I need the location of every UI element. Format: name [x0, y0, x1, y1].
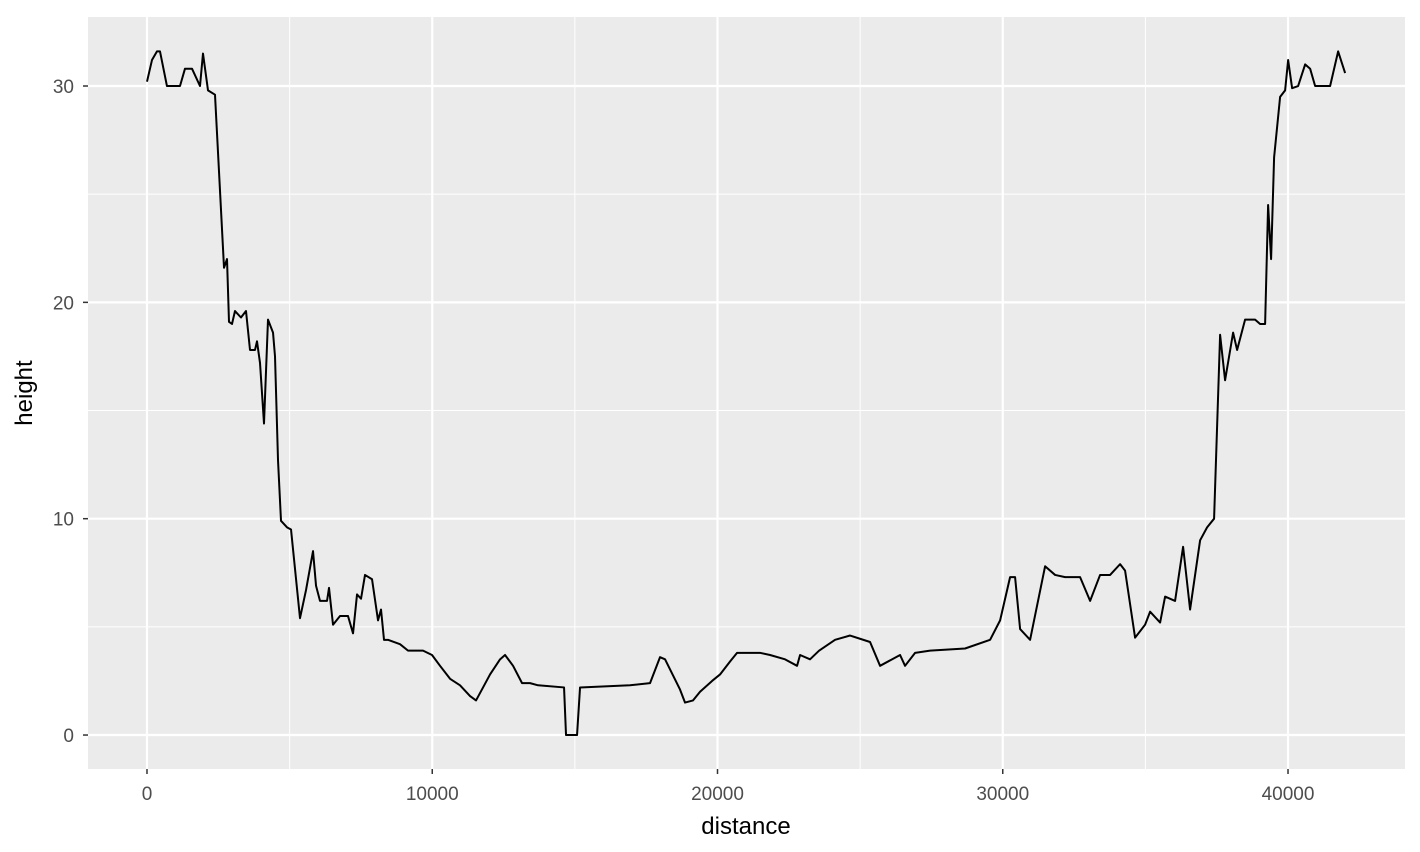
x-tick-label: 20000 — [691, 784, 744, 805]
y-tick-label: 10 — [53, 510, 74, 531]
x-tick-label: 30000 — [976, 784, 1029, 805]
x-axis-title: distance — [701, 813, 790, 840]
y-tick-label: 0 — [63, 726, 74, 747]
y-tick-label: 20 — [53, 293, 74, 314]
y-tick-label: 30 — [53, 77, 74, 98]
x-tick-label: 10000 — [406, 784, 459, 805]
x-tick-label: 40000 — [1262, 784, 1315, 805]
y-axis-title: height — [11, 360, 38, 426]
panel — [88, 17, 1405, 769]
x-tick-label: 0 — [142, 784, 153, 805]
line — [146, 50, 1347, 737]
